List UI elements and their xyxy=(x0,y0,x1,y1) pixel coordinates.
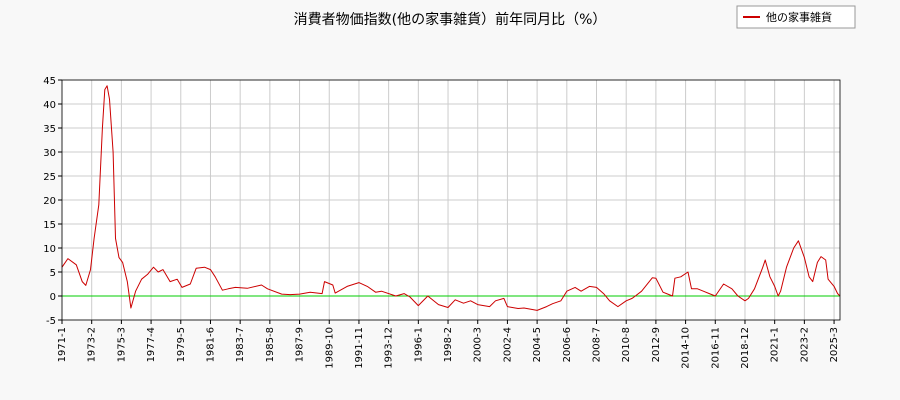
y-tick-label: 0 xyxy=(50,292,56,303)
x-tick-label: 2016-11 xyxy=(710,327,721,369)
x-tick-label: 2021-1 xyxy=(770,327,781,362)
x-tick-label: 1973-2 xyxy=(87,327,98,362)
x-tick-label: 1981-6 xyxy=(205,327,216,362)
x-tick-label: 1977-4 xyxy=(146,327,157,362)
y-tick-label: 40 xyxy=(43,100,56,111)
plot-frame xyxy=(61,79,841,321)
chart-title: 消費者物価指数(他の家事雑貨）前年同月比（%） xyxy=(294,11,607,28)
x-tick-label: 2025-3 xyxy=(829,327,840,362)
series-group xyxy=(61,85,841,311)
x-tick-label: 1989-10 xyxy=(324,327,335,369)
legend: 他の家事雑貨 xyxy=(736,5,856,29)
y-tick-label: 15 xyxy=(43,220,56,231)
x-tick-label: 2010-8 xyxy=(621,327,632,362)
x-tick-label: 1975-3 xyxy=(116,327,127,362)
y-axis: -5 0 5 10 15 20 25 30 35 40 45 xyxy=(43,76,62,327)
x-tick-label: 1979-5 xyxy=(176,327,187,362)
x-tick-label: 1985-8 xyxy=(265,327,276,362)
x-tick-label: 2014-10 xyxy=(681,327,692,369)
y-tick-label: 45 xyxy=(43,76,56,87)
x-tick-label: 2023-2 xyxy=(799,327,810,362)
legend-label: 他の家事雑貨 xyxy=(766,10,832,24)
x-tick-label: 2000-3 xyxy=(473,327,484,362)
y-tick-label: 25 xyxy=(43,172,56,183)
x-tick-label: 1996-1 xyxy=(413,327,424,362)
y-tick-label: 10 xyxy=(43,244,56,255)
x-tick-label: 1998-2 xyxy=(443,327,454,362)
x-tick-label: 1991-11 xyxy=(354,327,365,369)
series-line xyxy=(61,85,841,311)
y-tick-label: -5 xyxy=(46,316,56,327)
y-tick-label: 20 xyxy=(43,196,56,207)
x-axis: 1971-1 1973-2 1975-3 1977-4 1979-5 1981-6 1983… xyxy=(57,320,840,369)
y-tick-label: 35 xyxy=(43,124,56,135)
legend-box xyxy=(736,5,856,29)
y-tick-label: 5 xyxy=(50,268,56,279)
x-tick-label: 1993-12 xyxy=(384,327,395,369)
x-tick-label: 2008-7 xyxy=(592,327,603,362)
x-tick-label: 2006-6 xyxy=(562,327,573,362)
x-tick-label: 2004-5 xyxy=(532,327,543,362)
x-tick-label: 2002-4 xyxy=(502,327,513,362)
y-tick-label: 30 xyxy=(43,148,56,159)
x-tick-label: 1983-7 xyxy=(235,327,246,362)
x-tick-label: 1987-9 xyxy=(295,327,306,362)
x-tick-label: 2018-12 xyxy=(740,327,751,369)
x-tick-label: 2012-9 xyxy=(651,327,662,362)
x-tick-label: 1971-1 xyxy=(57,327,68,362)
